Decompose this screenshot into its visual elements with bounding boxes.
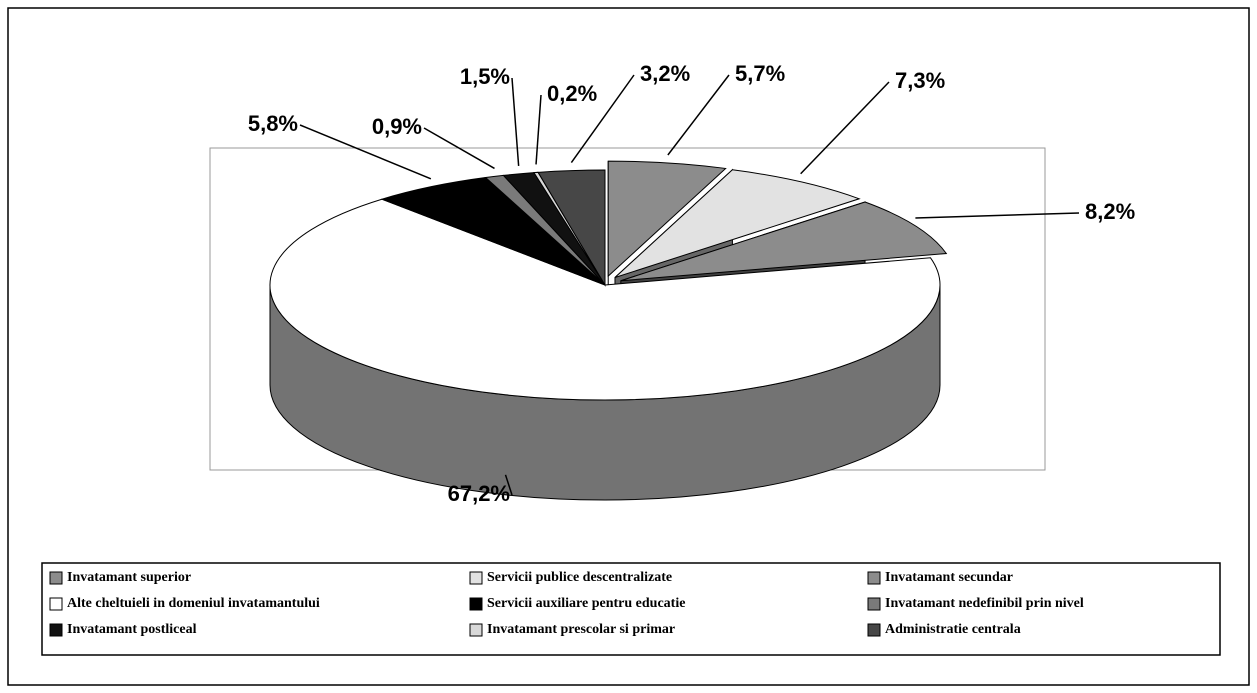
- legend-swatch: [867, 571, 881, 585]
- legend-label: Invatamant superior: [67, 570, 191, 585]
- leader-line: [299, 124, 432, 180]
- legend-swatch: [469, 571, 483, 585]
- leader-line: [570, 74, 635, 164]
- legend-label: Invatamant secundar: [885, 570, 1013, 585]
- legend-label: Servicii publice descentralizate: [487, 570, 672, 585]
- data-label: 5,8%: [248, 111, 298, 136]
- data-label: 3,2%: [640, 61, 690, 86]
- data-label: 5,7%: [735, 61, 785, 86]
- leader-line: [535, 94, 542, 165]
- leader-line: [800, 81, 890, 175]
- legend-swatch: [469, 623, 483, 637]
- legend-swatch: [49, 623, 63, 637]
- data-label: 1,5%: [460, 64, 510, 89]
- data-label: 7,3%: [895, 68, 945, 93]
- legend-label: Servicii auxiliare pentru educatie: [487, 596, 685, 611]
- pie-slice: [537, 169, 606, 287]
- legend-label: Administratie centrala: [885, 622, 1021, 637]
- pie-slice: [380, 177, 606, 286]
- legend-label: Invatamant prescolar si primar: [487, 622, 675, 637]
- pie-slice: [607, 160, 727, 278]
- leader-line: [423, 127, 495, 170]
- leader-line: [511, 77, 520, 166]
- pie-slice: [269, 198, 941, 401]
- data-label: 8,2%: [1085, 199, 1135, 224]
- pie-slice: [620, 201, 948, 282]
- leader-line: [915, 212, 1080, 219]
- legend-label: Invatamant postliceal: [67, 622, 197, 637]
- data-label: 0,9%: [372, 114, 422, 139]
- legend-swatch: [49, 597, 63, 611]
- legend-label: Alte cheltuieli in domeniul invatamantul…: [67, 596, 320, 611]
- legend-swatch: [49, 571, 63, 585]
- leader-line: [504, 474, 513, 496]
- legend-swatch: [867, 623, 881, 637]
- legend-swatch: [469, 597, 483, 611]
- legend-swatch: [867, 597, 881, 611]
- data-label: 67,2%: [448, 481, 510, 506]
- leader-line: [667, 74, 730, 156]
- data-label: 0,2%: [547, 81, 597, 106]
- legend-box: [41, 562, 1221, 656]
- pie-slice: [614, 169, 861, 278]
- legend-label: Invatamant nedefinibil prin nivel: [885, 596, 1084, 611]
